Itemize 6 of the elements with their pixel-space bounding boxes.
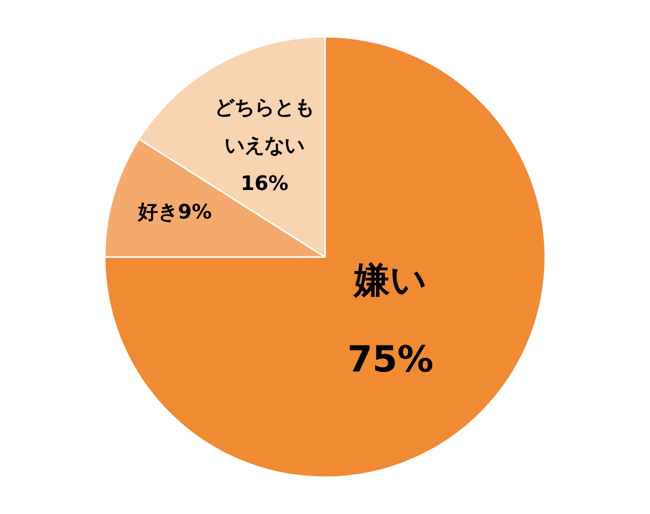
data-label: 75%: [347, 339, 434, 380]
data-label: 16%: [240, 171, 288, 196]
slice-label: どちらともいえない: [214, 95, 315, 158]
slice-label: 好き: [136, 200, 178, 224]
data-label: 9%: [178, 200, 212, 224]
slice-label: 嫌い: [352, 260, 427, 302]
